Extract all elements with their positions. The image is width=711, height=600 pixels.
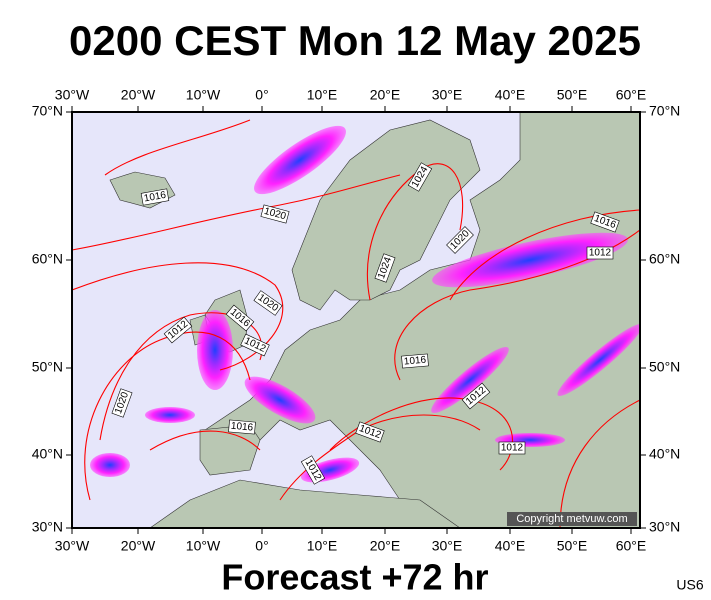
isobar-label: 1016 [140, 188, 170, 206]
lon-label-top: 50°E [557, 87, 588, 103]
lon-label-top: 60°E [616, 87, 647, 103]
lon-label-top: 20°E [370, 87, 401, 103]
lon-label-bottom: 40°E [495, 538, 526, 554]
map-area [72, 112, 640, 528]
lon-label-top: 30°W [55, 87, 90, 103]
isobar-label-text: 1016 [403, 355, 427, 368]
lon-label-bottom: 30°E [432, 538, 463, 554]
lon-label-bottom: 0° [255, 538, 268, 554]
isobar-label-box [586, 246, 614, 260]
isobar-label-box [240, 333, 270, 357]
map-frame [71, 111, 641, 529]
lat-label-left: 60°N [32, 251, 63, 267]
lat-label-right: 40°N [649, 446, 680, 462]
isobar-label-box [253, 290, 283, 316]
lat-label-left: 30°N [32, 519, 63, 535]
isobar-label-box [498, 441, 526, 455]
lon-label-top: 40°E [495, 87, 526, 103]
copyright-box [507, 512, 637, 526]
isobar-label-box [407, 162, 433, 192]
lon-label-bottom: 10°W [186, 538, 221, 554]
lon-label-top: 20°W [121, 87, 156, 103]
lat-label-right: 60°N [649, 251, 680, 267]
lon-label-top: 30°E [432, 87, 463, 103]
isobar-label-box [163, 316, 193, 344]
isobar-label-box [228, 419, 256, 435]
lon-label-bottom: 10°E [307, 538, 338, 554]
lon-label-top: 10°W [186, 87, 221, 103]
lon-label-bottom: 20°E [370, 538, 401, 554]
lat-label-left: 40°N [32, 446, 63, 462]
lat-label-left: 50°N [32, 359, 63, 375]
isobar-label-box [446, 226, 474, 254]
lon-label-bottom: 30°W [55, 538, 90, 554]
lon-label-bottom: 60°E [616, 538, 647, 554]
isobar-label-box [300, 455, 326, 485]
isobar-label: 1016 [401, 353, 429, 369]
isobar-label-box [461, 382, 491, 410]
isobar-label-box [140, 188, 170, 206]
isobar-label-box [355, 421, 385, 443]
lat-label-right: 30°N [649, 519, 680, 535]
isobar-label-box [111, 388, 133, 418]
isobar-label-text: 1012 [501, 443, 524, 454]
footer-caption: Forecast +72 hr [221, 557, 488, 598]
lat-label-right: 70°N [649, 103, 680, 119]
isobar-label-text: 1016 [230, 421, 254, 434]
lon-label-top: 0° [255, 87, 268, 103]
isobar-label-box [225, 304, 255, 332]
title: 0200 CEST Mon 12 May 2025 [69, 17, 641, 64]
lon-label-top: 10°E [307, 87, 338, 103]
lat-label-right: 50°N [649, 359, 680, 375]
isobar-label-text: 1012 [589, 248, 612, 259]
isobar-label-box [374, 253, 396, 283]
lat-label-left: 70°N [32, 103, 63, 119]
isobar-label-box [401, 353, 429, 369]
isobar-label-box [590, 211, 620, 233]
isobar-label: 1016 [228, 419, 256, 435]
isobar-label-box [260, 204, 290, 224]
isobar-label-text: 1016 [143, 190, 167, 205]
land [109, 112, 640, 528]
isobar-label: 1012 [498, 441, 526, 455]
precipitation [90, 125, 640, 483]
lon-label-bottom: 50°E [557, 538, 588, 554]
copyright: Copyright metvuw.com [516, 513, 627, 525]
isobar-label: 1020 [260, 204, 290, 224]
footer-code: US6 [676, 577, 703, 593]
isobar-label: 1012 [586, 246, 614, 260]
lon-label-bottom: 20°W [121, 538, 156, 554]
